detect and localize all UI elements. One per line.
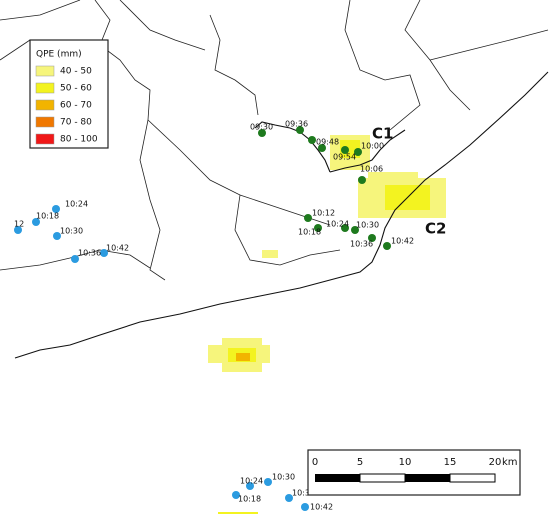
time-label: 10:12 [312, 209, 335, 218]
legend-title: QPE (mm) [36, 50, 82, 60]
cell-label: C1 [372, 125, 393, 143]
time-label: 12 [14, 220, 24, 229]
time-label: 10:42 [106, 244, 129, 253]
time-label: 09:36 [285, 120, 308, 129]
time-label: 09:30 [250, 123, 273, 132]
time-label: 10:06 [360, 165, 383, 174]
time-label: 10:24 [326, 220, 349, 229]
legend: QPE (mm) [29, 39, 109, 149]
legend-swatch [35, 133, 55, 145]
legend-swatch [35, 65, 55, 77]
time-label: 10:18 [238, 495, 261, 504]
scale-tick-label: 20 [489, 457, 502, 468]
scale-labels: 0 5 10 15 20 km [312, 457, 518, 468]
time-label: 10:36 [292, 489, 315, 498]
scale-bar [307, 449, 521, 496]
time-label: 10:24 [240, 477, 263, 486]
time-label: 09:54 [333, 153, 356, 162]
legend-label: 40 - 50 [60, 67, 92, 77]
scale-tick-label: 15 [444, 457, 457, 468]
legend-items: 40 - 50 50 - 60 60 - 70 70 - 80 80 - 100 [35, 65, 98, 145]
cell-label: C2 [425, 220, 446, 238]
time-label: 10:00 [361, 142, 384, 151]
time-label: 10:24 [65, 200, 88, 209]
legend-label: 70 - 80 [60, 118, 92, 128]
time-label: 10:36 [78, 249, 101, 258]
blue-track-west [14, 205, 108, 263]
scale-tick-label: 0 [312, 457, 318, 468]
scale-unit: km [502, 457, 518, 468]
legend-label: 80 - 100 [60, 135, 98, 145]
time-label: 09:48 [316, 138, 339, 147]
time-label: 10:42 [391, 237, 414, 246]
time-label: 10:42 [310, 503, 333, 512]
time-label: 10:18 [298, 228, 321, 237]
qpe-raster [208, 135, 446, 514]
time-label: 10:30 [356, 221, 379, 230]
scale-tick-label: 5 [357, 457, 363, 468]
time-label: 10:30 [272, 473, 295, 482]
time-label: 10:36 [350, 240, 373, 249]
time-label: 10:18 [36, 212, 59, 221]
scale-tick-label: 10 [399, 457, 412, 468]
time-label: 10:30 [60, 227, 83, 236]
green-track [258, 126, 391, 250]
legend-swatch [35, 116, 55, 128]
blue-track-south [232, 478, 309, 511]
legend-label: 50 - 60 [60, 84, 92, 94]
legend-swatch [35, 82, 55, 94]
legend-label: 60 - 70 [60, 101, 92, 111]
legend-swatch [35, 99, 55, 111]
